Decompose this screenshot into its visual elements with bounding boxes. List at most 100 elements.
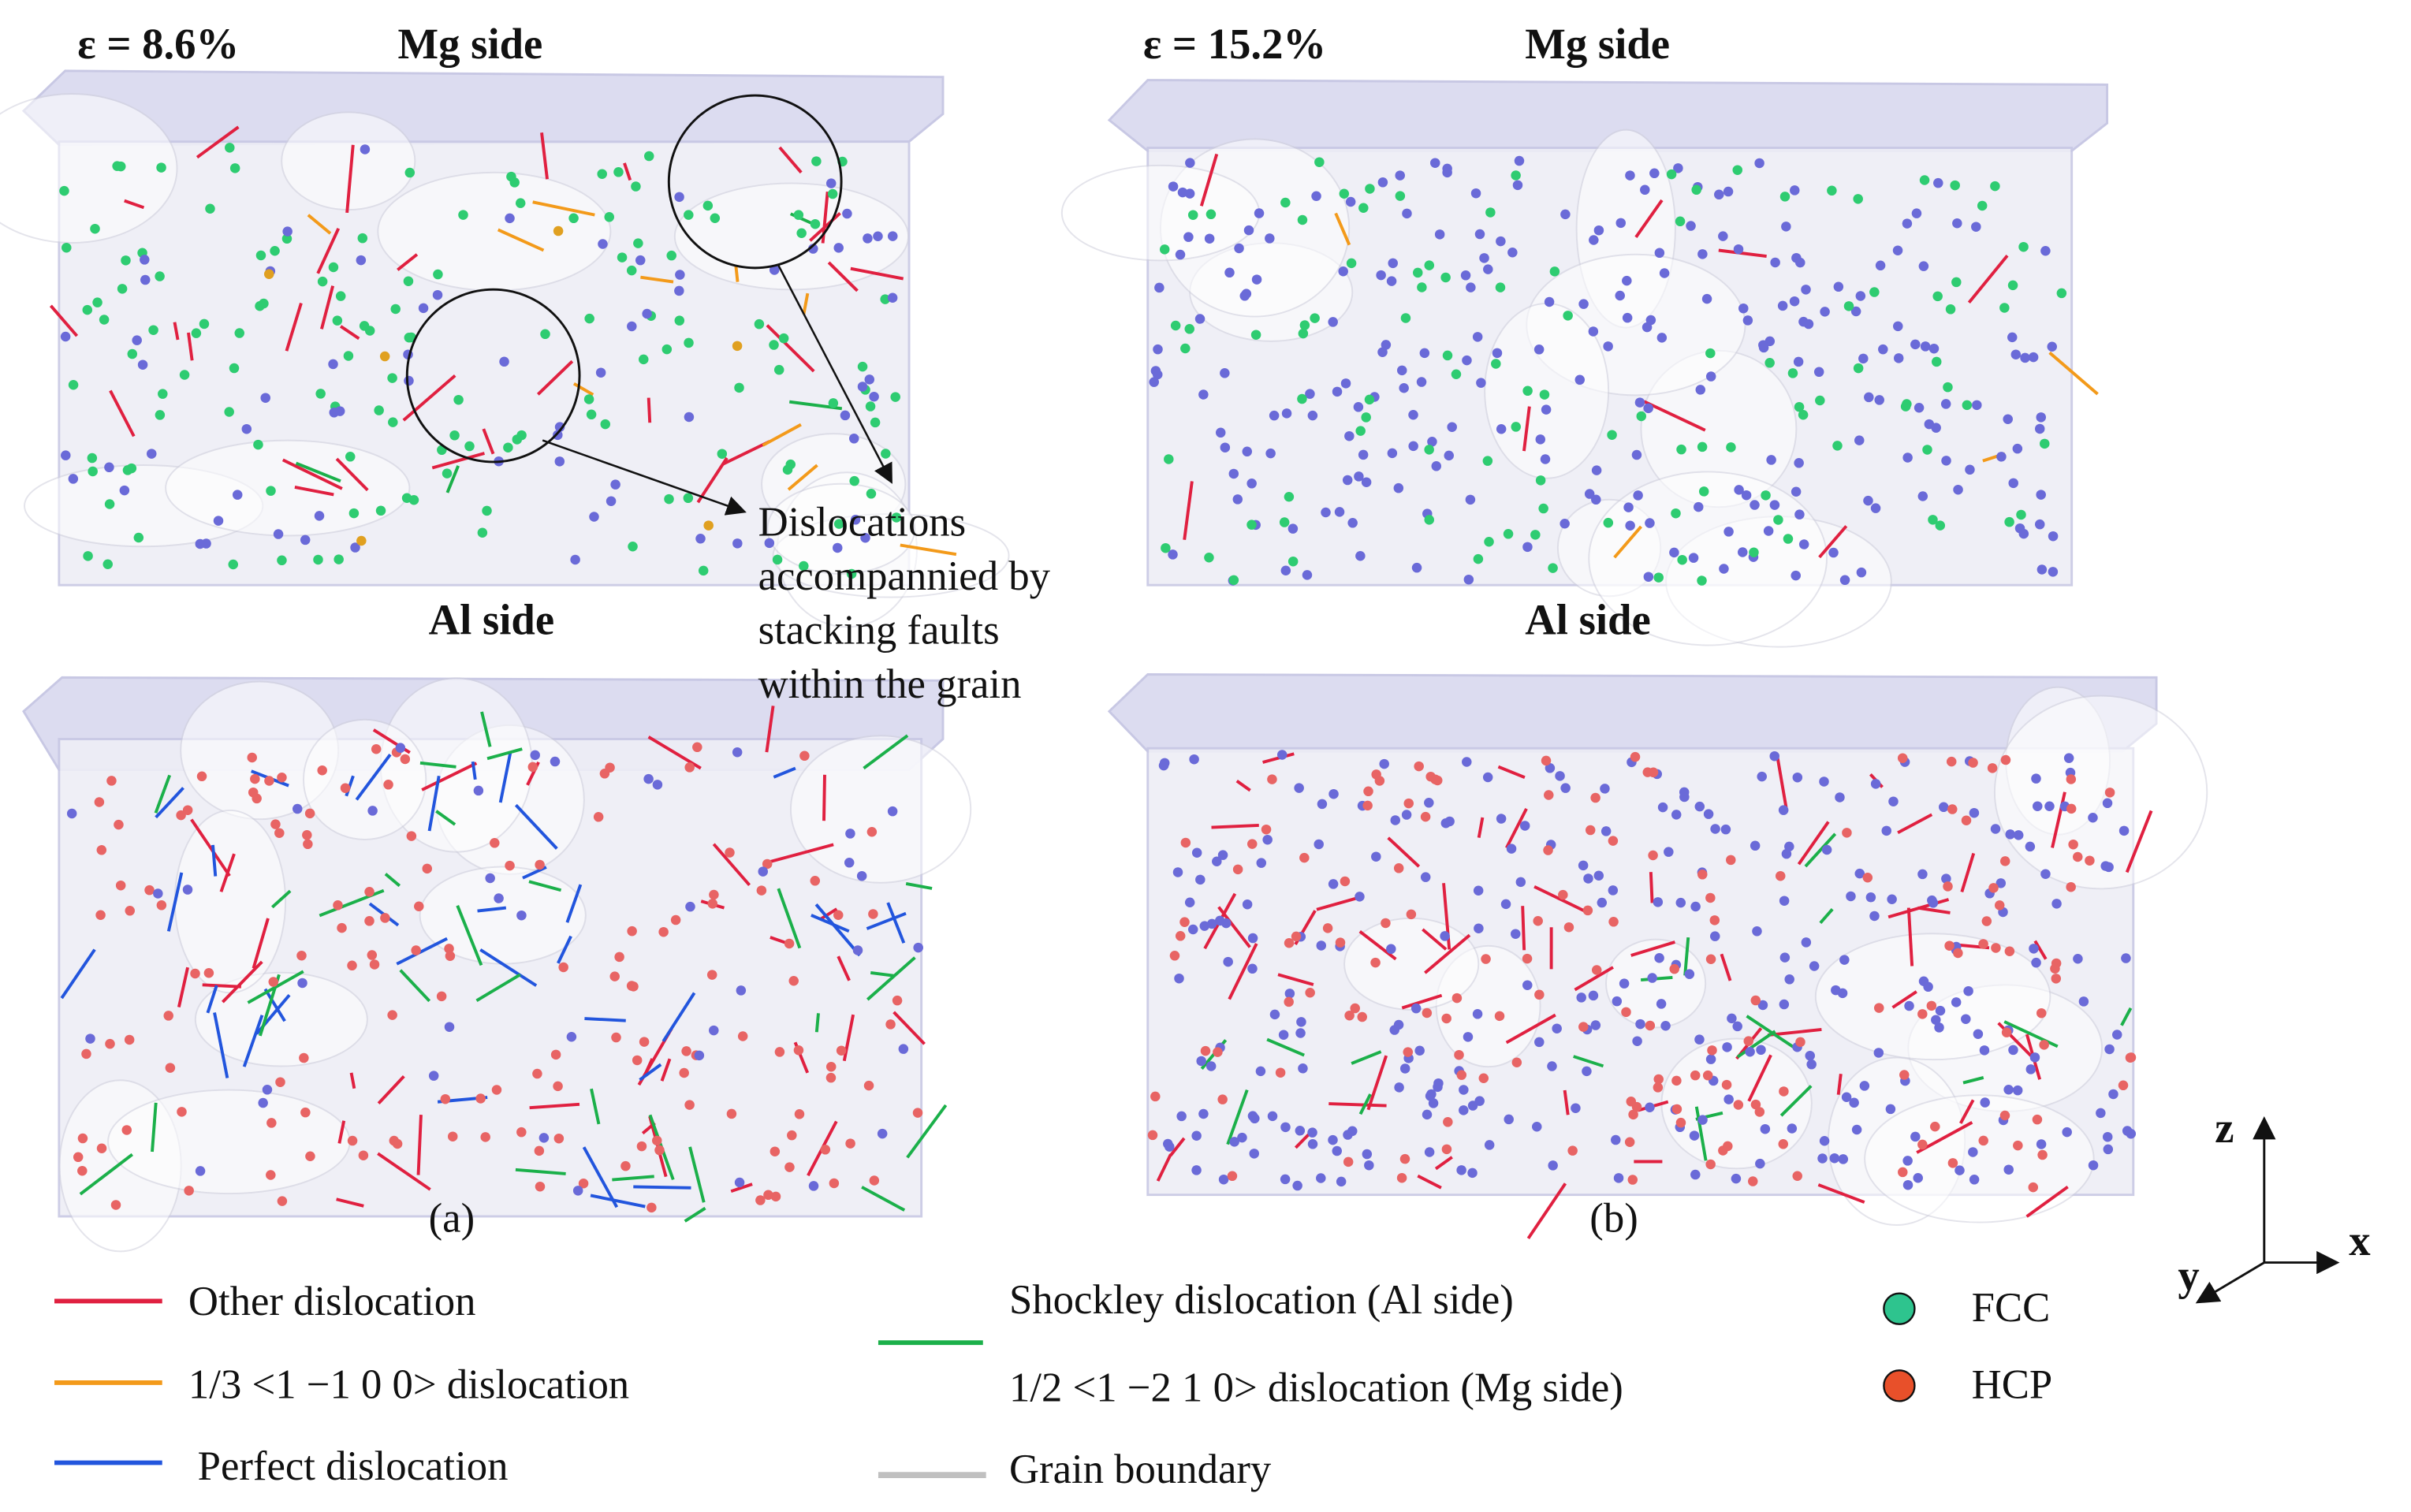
atom — [1935, 1005, 1946, 1016]
atom — [887, 806, 898, 817]
dislocation-line — [155, 787, 184, 819]
atom — [1931, 356, 1942, 367]
atom — [1858, 353, 1869, 364]
atom — [505, 860, 515, 871]
atom — [155, 410, 166, 420]
atom — [1444, 816, 1455, 827]
atom — [1951, 997, 1962, 1007]
atom — [273, 529, 284, 539]
atom — [1671, 810, 1682, 820]
atom — [2088, 813, 2098, 823]
dislocation-line — [316, 228, 341, 274]
annotation-line: Dislocations — [758, 500, 967, 546]
atom — [1769, 750, 1780, 762]
atom — [1228, 575, 1239, 586]
atom — [1251, 274, 1262, 285]
atom — [433, 269, 443, 280]
atom — [820, 1145, 831, 1155]
atom — [92, 297, 102, 307]
atom — [600, 419, 611, 430]
atom — [1376, 270, 1386, 281]
atom — [784, 938, 795, 949]
atom — [1410, 1003, 1422, 1014]
atom — [1254, 208, 1265, 218]
atom — [586, 409, 597, 420]
dislocation-line — [818, 907, 838, 922]
atom — [1370, 957, 1381, 968]
atom — [95, 910, 106, 921]
atom — [482, 505, 492, 516]
atom — [411, 945, 421, 955]
atom — [1242, 446, 1253, 457]
atom — [1754, 1107, 1765, 1117]
atom — [1584, 489, 1595, 499]
atom — [203, 967, 214, 978]
atom — [1789, 296, 1800, 307]
atom — [1702, 1070, 1713, 1081]
atom — [250, 773, 260, 784]
atom — [1548, 1160, 1558, 1171]
al-label: Al side — [429, 596, 554, 644]
atom — [1748, 1176, 1758, 1186]
atom — [1698, 486, 1709, 497]
atom — [228, 559, 238, 570]
atom — [1511, 422, 1521, 432]
atom — [1688, 553, 1699, 563]
atom — [1234, 243, 1244, 254]
atom — [369, 959, 380, 970]
dislocation-line — [1776, 755, 1789, 812]
atom — [1358, 449, 1369, 460]
atom — [1511, 1057, 1522, 1067]
atom — [593, 812, 604, 822]
atom — [1846, 891, 1856, 902]
atom — [1973, 1029, 1984, 1039]
atom — [1298, 1063, 1308, 1074]
atom — [1535, 475, 1546, 486]
atom — [1645, 1020, 1656, 1031]
atom — [1408, 410, 1418, 420]
atom — [1806, 1059, 1817, 1070]
dislocation-line — [445, 465, 460, 493]
atom — [104, 462, 114, 473]
atom — [1978, 939, 1988, 949]
atom — [1694, 501, 1704, 512]
dislocation-line — [1401, 993, 1443, 1010]
atom — [260, 393, 270, 403]
atom — [1350, 1003, 1360, 1014]
atom — [1386, 944, 1396, 955]
dislocation-line — [196, 125, 240, 159]
atom — [1645, 315, 1656, 326]
atom — [1427, 437, 1437, 447]
atom — [1206, 209, 1217, 220]
atom — [1583, 873, 1593, 884]
annotation: Dislocations accompannied by stacking fa… — [758, 500, 1051, 707]
atom — [1980, 1097, 1990, 1108]
atom — [1284, 938, 1295, 948]
atom — [1833, 281, 1844, 292]
atom — [1381, 340, 1392, 350]
atom — [710, 213, 721, 223]
atom — [1705, 954, 1716, 965]
dislocation-line — [1649, 872, 1654, 903]
atom — [2066, 881, 2076, 892]
atom — [1459, 1105, 1469, 1115]
atom — [494, 893, 504, 903]
atom — [684, 762, 695, 773]
dislocation-line — [1683, 937, 1690, 976]
atom — [857, 361, 868, 372]
atom — [772, 554, 783, 565]
dislocation-line — [778, 146, 803, 174]
atom — [1362, 800, 1373, 811]
atom — [1195, 874, 1206, 885]
dislocation-line — [765, 706, 775, 753]
atom — [1781, 222, 1791, 232]
atom — [1722, 1042, 1732, 1052]
dislocation-line — [339, 325, 360, 341]
atom — [1869, 287, 1880, 297]
atom — [1187, 924, 1198, 935]
atom — [627, 925, 637, 937]
atom — [1719, 564, 1729, 574]
atom — [1431, 461, 1442, 471]
atom — [1933, 177, 1943, 188]
atom — [156, 900, 167, 911]
